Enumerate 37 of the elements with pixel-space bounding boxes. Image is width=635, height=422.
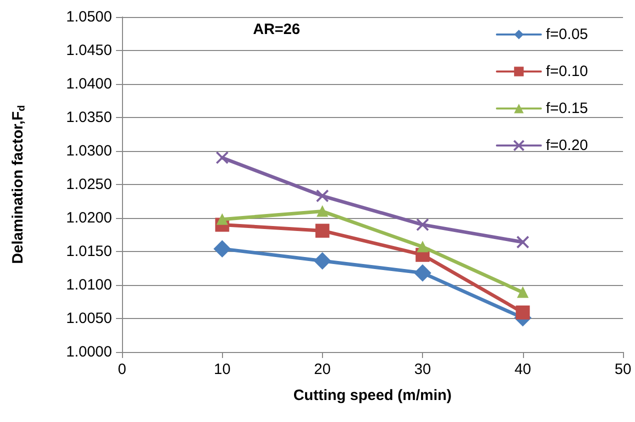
x-tick-label: 20 bbox=[314, 361, 331, 378]
legend-label: f=0.15 bbox=[546, 100, 588, 117]
y-tick-label: 1.0300 bbox=[66, 142, 112, 160]
legend-label: f=0.05 bbox=[546, 26, 588, 43]
point bbox=[517, 286, 528, 298]
point bbox=[216, 151, 229, 164]
legend-label: f=0.10 bbox=[546, 63, 588, 80]
point bbox=[516, 236, 530, 249]
x-tick-label: 40 bbox=[514, 361, 532, 378]
point bbox=[316, 189, 329, 202]
y-tick-label: 1.0100 bbox=[66, 276, 112, 294]
point bbox=[216, 214, 228, 225]
point bbox=[214, 240, 231, 258]
x-tick-label: 10 bbox=[214, 361, 231, 378]
y-tick-label: 1.0500 bbox=[66, 8, 112, 26]
legend-label: f=0.20 bbox=[546, 137, 588, 154]
y-tick-label: 1.0350 bbox=[66, 109, 112, 126]
y-tick-label: 1.0150 bbox=[66, 243, 112, 260]
point bbox=[416, 218, 430, 232]
point bbox=[316, 206, 328, 217]
y-tick-label: 1.0050 bbox=[66, 310, 112, 327]
point bbox=[516, 305, 530, 320]
y-tick-label: 1.0250 bbox=[66, 176, 112, 193]
y-tick-label: 1.0400 bbox=[66, 76, 112, 92]
x-tick-label: 0 bbox=[118, 361, 126, 378]
y-tick-label: 1.0450 bbox=[66, 42, 112, 59]
point bbox=[314, 252, 331, 270]
point bbox=[414, 264, 432, 282]
annotation: AR=26 bbox=[253, 21, 300, 38]
point bbox=[315, 224, 330, 238]
x-axis-title: Cutting speed (m/min) bbox=[293, 387, 452, 404]
x-tick-label: 30 bbox=[414, 361, 431, 378]
y-tick-label: 1.0200 bbox=[66, 210, 112, 226]
point bbox=[417, 241, 428, 252]
x-tick-label: 50 bbox=[614, 361, 632, 378]
y-tick-label: 1.0000 bbox=[66, 344, 112, 360]
y-axis-title: Delamination factor,Fd bbox=[10, 105, 28, 264]
